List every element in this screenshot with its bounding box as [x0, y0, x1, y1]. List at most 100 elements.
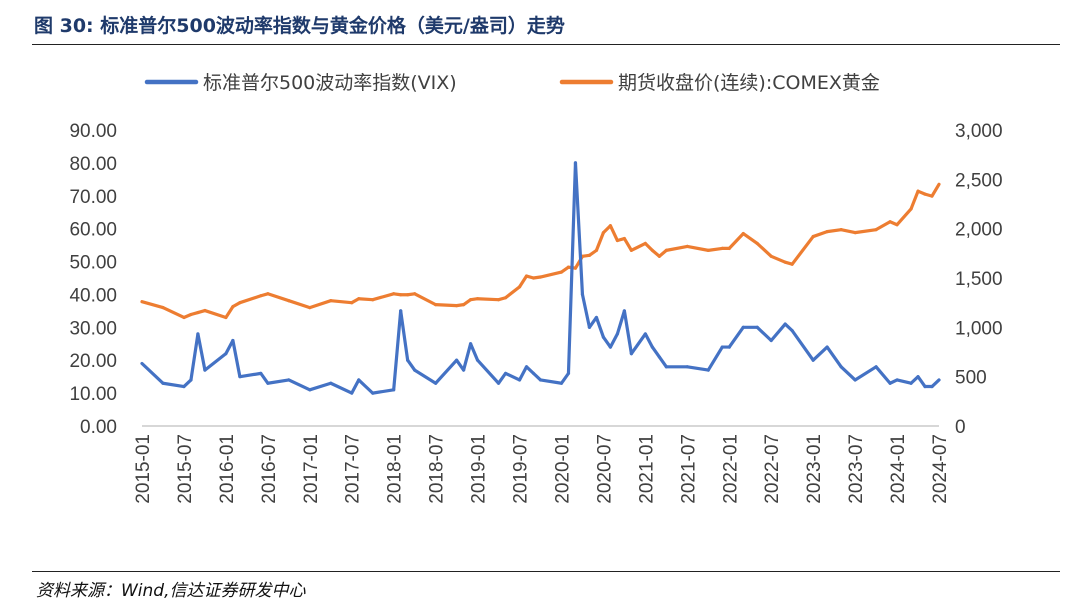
gold-line-segment — [203, 308, 228, 320]
source-rule — [32, 571, 1060, 572]
vix-line-segment — [657, 355, 668, 369]
right-tick-label: 1,000 — [955, 318, 1003, 339]
right-tick-label: 2,500 — [955, 170, 1003, 191]
right-tick-label: 500 — [955, 368, 987, 389]
vix-line-segment — [643, 332, 654, 349]
series-layer — [140, 161, 941, 395]
vix-line-segment — [629, 332, 647, 356]
x-tick-label: 2020-01 — [552, 434, 573, 504]
gold-line-segment — [538, 270, 564, 279]
x-tick-label: 2024-07 — [930, 434, 951, 504]
left-tick-label: 0.00 — [80, 417, 117, 438]
left-tick-label: 60.00 — [69, 220, 117, 241]
gold-line-segment — [727, 232, 745, 250]
gold-line-segment — [266, 292, 291, 303]
vix-line-segment — [350, 378, 361, 395]
vix-line-segment — [874, 365, 892, 385]
gold-line-segment — [357, 297, 375, 302]
right-tick-label: 0 — [955, 417, 966, 438]
figure-title: 图 30: 标准普尔500波动率指数与黄金价格（美元/盎司）走势 — [34, 15, 565, 37]
vix-line-segment — [503, 371, 522, 382]
vix-line-segment — [329, 381, 354, 395]
gold-line-segment — [755, 241, 773, 258]
gold-line-segment — [434, 303, 459, 308]
x-tick-label: 2018-01 — [385, 434, 406, 504]
dual-axis-line-chart: 标准普尔500波动率指数(VIX) 期货收盘价(连续):COMEX黄金 0.00… — [69, 72, 1003, 504]
gold-line-segment — [685, 244, 710, 252]
gold-line-segment — [517, 274, 529, 289]
gold-line-segment — [238, 294, 263, 305]
gold-line-segment — [329, 299, 354, 305]
x-tick-label: 2019-01 — [469, 434, 490, 504]
right-tick-label: 3,000 — [955, 121, 1003, 142]
right-tick-label: 2,000 — [955, 220, 1003, 241]
vix-line-segment — [727, 325, 745, 349]
x-tick-label: 2019-07 — [511, 434, 532, 504]
vix-line-segment — [706, 345, 724, 372]
vix-line-segment — [357, 378, 375, 395]
vix-line-segment — [140, 361, 165, 385]
vix-line-segment — [238, 371, 263, 379]
vix-line-segment — [434, 358, 459, 385]
vix-line-segment — [811, 345, 829, 362]
vix-line-segment — [566, 161, 578, 375]
x-tick-label: 2017-01 — [301, 434, 322, 504]
source-note: 资料来源：Wind,信达证券研发中心 — [36, 581, 306, 601]
vix-line-segment — [559, 371, 571, 385]
gold-line-segment — [287, 299, 312, 310]
gold-line-segment — [930, 182, 941, 198]
vix-line-segment — [196, 332, 207, 372]
x-axis-ticks: 2015-01 2015-07 2016-01 2016-07 2017-01 2017-… — [133, 434, 951, 504]
x-tick-label: 2023-01 — [804, 434, 825, 504]
left-tick-label: 20.00 — [69, 351, 117, 372]
vix-line-segment — [399, 309, 410, 362]
gold-line-segment — [622, 236, 633, 252]
gold-line-segment — [475, 297, 501, 302]
vix-line-segment — [839, 365, 857, 382]
right-tick-label: 1,500 — [955, 269, 1003, 290]
vix-line-segment — [790, 329, 815, 362]
vix-line-segment — [203, 352, 228, 372]
left-axis-ticks: 0.00 10.00 20.00 30.00 40.00 50.00 60.00 70.00 8… — [69, 121, 117, 438]
vix-line-segment — [650, 345, 661, 359]
vix-line-segment — [608, 332, 620, 349]
left-tick-label: 80.00 — [69, 154, 117, 175]
gold-line-segment — [224, 305, 235, 320]
gold-line-segment — [594, 231, 606, 252]
vix-line-segment — [266, 378, 291, 385]
vix-series — [140, 161, 941, 395]
vix-line-segment — [496, 371, 508, 385]
vix-line-segment — [930, 378, 941, 389]
vix-line-segment — [685, 365, 710, 372]
legend-label-vix: 标准普尔500波动率指数(VIX) — [203, 72, 457, 94]
vix-line-segment — [895, 378, 913, 385]
gold-line-segment — [503, 285, 522, 300]
gold-line-segment — [811, 230, 829, 239]
vix-line-segment — [475, 358, 501, 385]
vix-line-segment — [825, 345, 843, 369]
vix-line-segment — [755, 325, 773, 343]
vix-line-segment — [406, 358, 417, 372]
vix-line-segment — [392, 309, 403, 392]
x-tick-label: 2016-01 — [217, 434, 238, 504]
left-tick-label: 90.00 — [69, 121, 117, 142]
gold-line-segment — [308, 299, 333, 310]
vix-line-segment — [622, 309, 633, 356]
x-tick-label: 2016-07 — [259, 434, 280, 504]
vix-line-segment — [573, 161, 585, 297]
gold-line-segment — [140, 300, 165, 310]
gold-line-segment — [371, 292, 396, 302]
gold-line-segment — [629, 241, 647, 252]
vix-line-segment — [601, 335, 613, 349]
gold-line-segment — [608, 224, 620, 243]
gold-line-segment — [909, 189, 920, 211]
gold-line-segment — [706, 246, 724, 252]
vix-line-segment — [287, 378, 312, 392]
x-tick-label: 2017-07 — [343, 434, 364, 504]
vix-line-segment — [916, 375, 927, 389]
gold-line-segment — [825, 228, 843, 234]
vix-line-segment — [468, 342, 480, 362]
x-tick-label: 2015-01 — [133, 434, 154, 504]
gold-line-segment — [874, 220, 892, 232]
gold-series — [140, 182, 941, 320]
